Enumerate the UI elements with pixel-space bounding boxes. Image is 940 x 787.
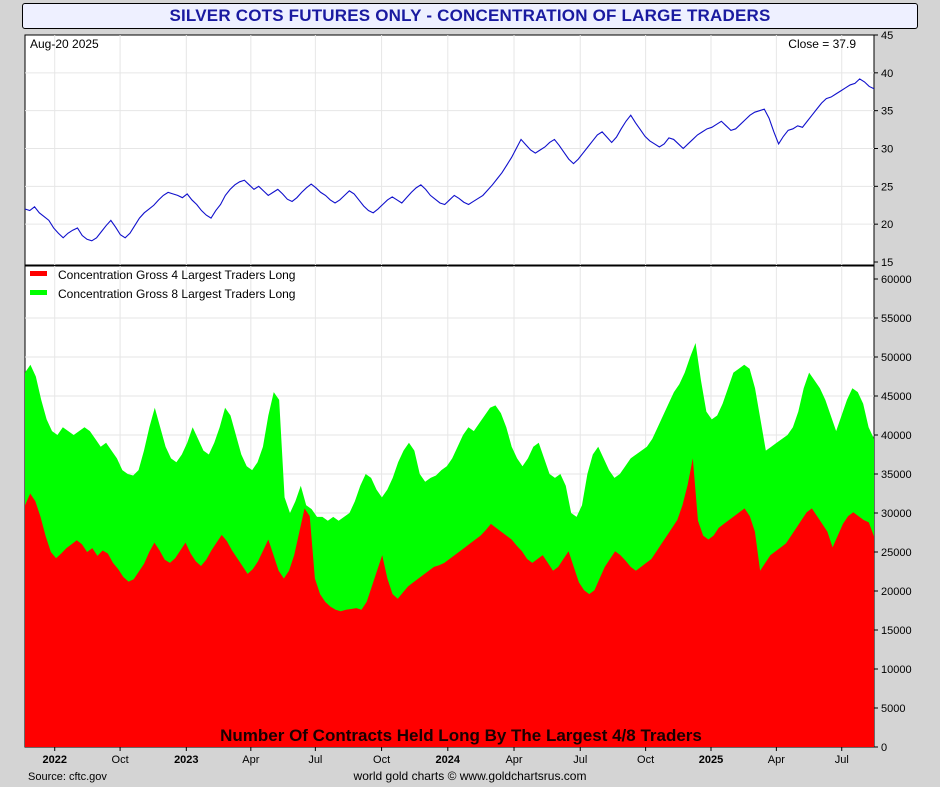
date-annotation: Aug-20 2025 — [30, 37, 99, 51]
price-panel — [24, 34, 875, 266]
price-y-tick-label: 45 — [881, 30, 893, 42]
concentration-y-tick-label: 5000 — [881, 703, 905, 715]
concentration-y-tick-label: 20000 — [881, 586, 912, 598]
chart-title: SILVER COTS FUTURES ONLY - CONCENTRATION… — [169, 6, 771, 25]
concentration-y-tick-label: 30000 — [881, 508, 912, 520]
concentration-caption: Number Of Contracts Held Long By The Lar… — [220, 726, 702, 745]
concentration-y-tick-label: 25000 — [881, 547, 912, 559]
x-tick-label: Oct — [637, 754, 654, 766]
legend-label-gross4: Concentration Gross 4 Largest Traders Lo… — [58, 268, 295, 282]
price-y-tick-label: 40 — [881, 68, 893, 80]
concentration-y-tick-label: 35000 — [881, 469, 912, 481]
concentration-y-tick-label: 10000 — [881, 664, 912, 676]
x-tick-label: Jul — [573, 754, 587, 766]
concentration-y-tick-label: 45000 — [881, 391, 912, 403]
price-line — [24, 78, 875, 242]
area-series-group — [25, 342, 874, 747]
price-y-tick-label: 15 — [881, 257, 893, 269]
concentration-y-tick-label: 55000 — [881, 313, 912, 325]
x-tick-label: Apr — [768, 754, 785, 766]
concentration-y-axis: 0 5000 10000 15000 20000 25000 30000 35000 40000… — [874, 274, 912, 754]
concentration-y-tick-label: 40000 — [881, 430, 912, 442]
price-y-axis: 15 20 25 30 35 40 45 — [874, 30, 893, 269]
title-bar: SILVER COTS FUTURES ONLY - CONCENTRATION… — [22, 3, 918, 29]
concentration-y-tick-label: 50000 — [881, 352, 912, 364]
close-annotation: Close = 37.9 — [788, 37, 856, 51]
x-axis: 2022 Oct 2023 Apr Jul Oct 2024 Apr Jul Oct 2025 Apr… — [42, 747, 849, 766]
price-y-tick-label: 25 — [881, 181, 893, 193]
price-y-tick-label: 20 — [881, 219, 893, 231]
x-tick-label: 2025 — [699, 754, 723, 766]
source-label: Source: cftc.gov — [28, 771, 107, 783]
legend-swatch-gross4 — [30, 271, 47, 276]
credit-label: world gold charts © www.goldchartsrus.co… — [353, 769, 587, 783]
concentration-y-tick-label: 60000 — [881, 274, 912, 286]
x-tick-label: 2023 — [174, 754, 198, 766]
x-tick-label: Apr — [242, 754, 259, 766]
x-tick-label: 2022 — [42, 754, 66, 766]
x-tick-label: Jul — [835, 754, 849, 766]
legend-swatch-gross8 — [30, 290, 47, 295]
price-grid — [25, 35, 874, 265]
x-tick-label: Apr — [505, 754, 522, 766]
x-tick-label: Jul — [308, 754, 322, 766]
gross4-area — [25, 458, 874, 747]
legend-label-gross8: Concentration Gross 8 Largest Traders Lo… — [58, 287, 295, 301]
concentration-y-tick-label: 15000 — [881, 625, 912, 637]
x-tick-label: Oct — [112, 754, 129, 766]
x-tick-label: 2024 — [436, 754, 461, 766]
price-y-tick-label: 35 — [881, 106, 893, 118]
concentration-y-tick-label: 0 — [881, 742, 887, 754]
price-series-group — [24, 78, 875, 242]
price-y-tick-label: 30 — [881, 144, 893, 156]
x-tick-label: Oct — [373, 754, 390, 766]
